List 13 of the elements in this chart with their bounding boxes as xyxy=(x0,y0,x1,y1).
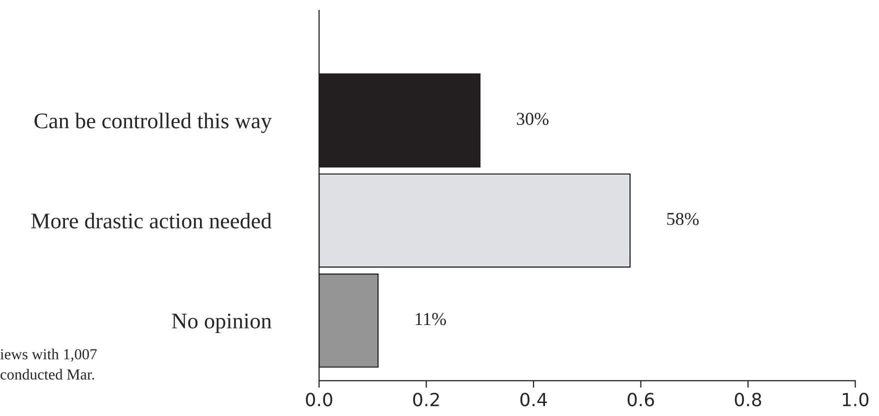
x-tick-label: 0.8 xyxy=(734,392,762,406)
x-tick-label: 0.0 xyxy=(306,392,332,406)
x-tick-label: 0.2 xyxy=(413,392,439,406)
data-label: 30% xyxy=(516,112,549,126)
y-tick-label: Can be controlled this way xyxy=(34,112,272,133)
x-tick-label: 0.6 xyxy=(628,392,654,406)
y-tick-label: No opinion xyxy=(172,314,272,334)
data-label: 58% xyxy=(667,212,699,226)
y-tick-label: More drastic action needed xyxy=(31,212,272,228)
x-tick-label: 1.0 xyxy=(842,392,868,406)
data-label: 11% xyxy=(416,312,446,326)
x-tick-label: 0.4 xyxy=(520,392,547,406)
text: iews with 1,007 conducted Mar. xyxy=(0,348,97,380)
